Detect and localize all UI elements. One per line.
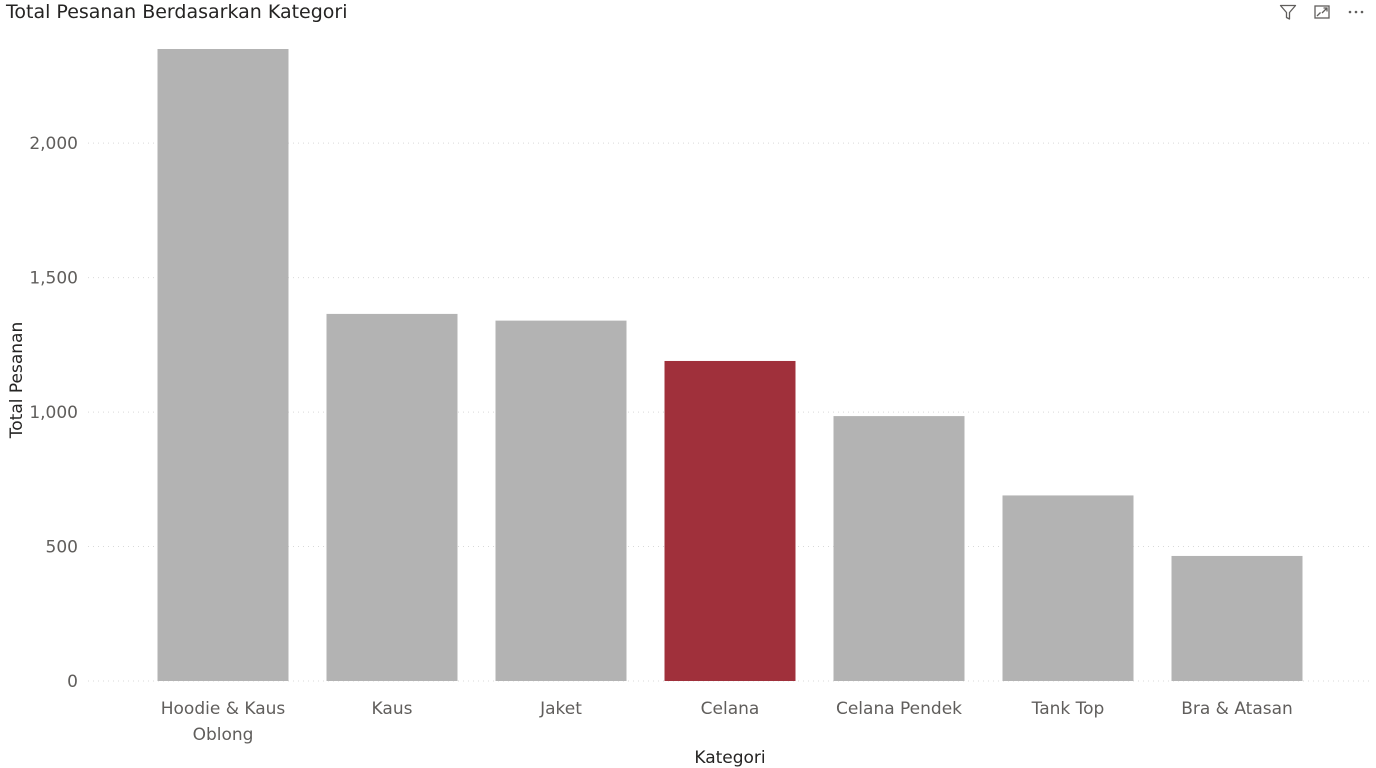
bar[interactable] bbox=[326, 313, 458, 681]
x-tick-label: Kaus bbox=[372, 699, 413, 719]
y-tick-label: 1,000 bbox=[29, 403, 78, 423]
bar[interactable] bbox=[495, 320, 627, 681]
bar[interactable] bbox=[833, 416, 965, 681]
x-tick-label: Celana bbox=[701, 699, 760, 719]
focus-mode-icon[interactable] bbox=[1312, 2, 1332, 22]
y-tick-label: 2,000 bbox=[29, 134, 78, 154]
bar[interactable] bbox=[1002, 495, 1134, 681]
x-tick-label: Tank Top bbox=[1031, 699, 1105, 719]
y-tick-label: 500 bbox=[46, 538, 78, 558]
x-tick-label: Oblong bbox=[193, 725, 254, 745]
y-tick-label: 0 bbox=[67, 672, 78, 692]
bar[interactable] bbox=[664, 360, 796, 681]
x-tick-label: Jaket bbox=[539, 699, 582, 719]
y-axis-title: Total Pesanan bbox=[7, 322, 27, 439]
x-tick-label: Celana Pendek bbox=[836, 699, 962, 719]
x-tick-label: Bra & Atasan bbox=[1181, 699, 1293, 719]
x-axis-title: Kategori bbox=[694, 748, 765, 768]
bar[interactable] bbox=[157, 49, 289, 681]
bar[interactable] bbox=[1171, 555, 1303, 681]
filter-icon[interactable] bbox=[1278, 2, 1298, 22]
visual-header-icons bbox=[1278, 2, 1366, 22]
x-tick-label: Hoodie & Kaus bbox=[161, 699, 286, 719]
y-tick-label: 1,500 bbox=[29, 269, 78, 289]
more-options-icon[interactable] bbox=[1346, 2, 1366, 22]
chart-title: Total Pesanan Berdasarkan Kategori bbox=[6, 1, 348, 23]
